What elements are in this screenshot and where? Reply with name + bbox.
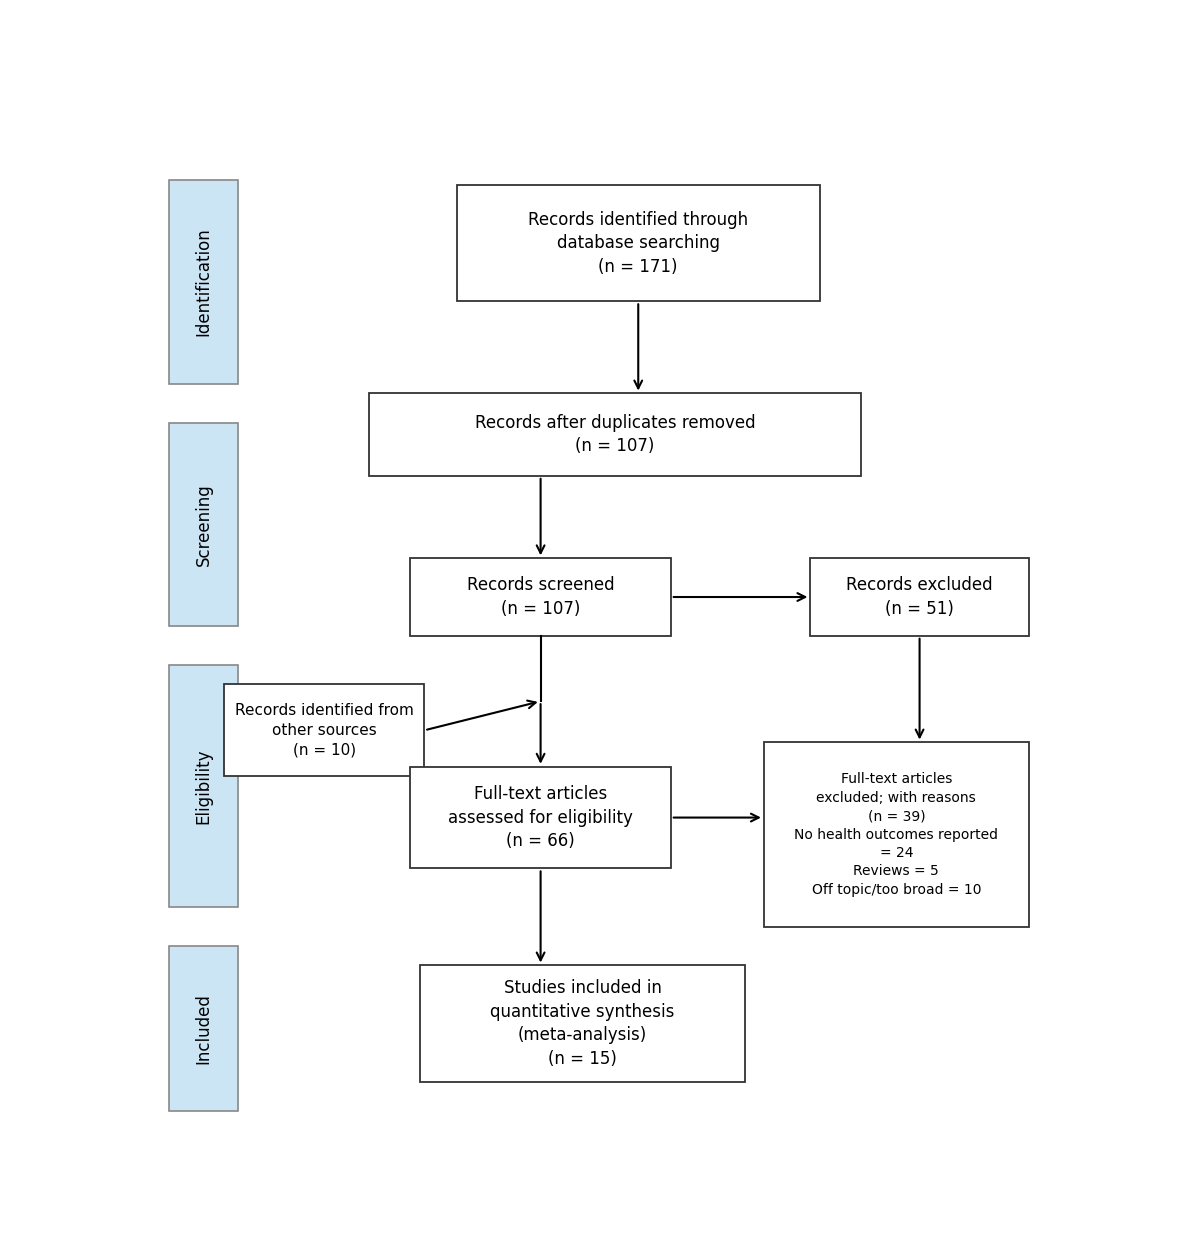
- Text: Records after duplicates removed
(n = 107): Records after duplicates removed (n = 10…: [475, 414, 755, 456]
- Bar: [764, 743, 1028, 927]
- Bar: [368, 393, 862, 476]
- Bar: [457, 185, 820, 301]
- Text: Eligibility: Eligibility: [194, 748, 212, 823]
- Bar: [810, 558, 1028, 636]
- Text: Records identified through
database searching
(n = 171): Records identified through database sear…: [528, 210, 749, 276]
- Text: Records excluded
(n = 51): Records excluded (n = 51): [846, 577, 992, 618]
- Text: Records identified from
other sources
(n = 10): Records identified from other sources (n…: [235, 703, 414, 758]
- Bar: [168, 665, 239, 908]
- Text: Records screened
(n = 107): Records screened (n = 107): [467, 577, 614, 618]
- Bar: [168, 180, 239, 384]
- Text: Full-text articles
excluded; with reasons
(n = 39)
No health outcomes reported
=: Full-text articles excluded; with reason…: [794, 772, 998, 896]
- Bar: [420, 966, 745, 1081]
- Text: Screening: Screening: [194, 483, 212, 565]
- Bar: [168, 423, 239, 626]
- Bar: [410, 558, 671, 636]
- Bar: [168, 946, 239, 1110]
- Text: Included: Included: [194, 993, 212, 1064]
- Bar: [410, 767, 671, 869]
- Text: Full-text articles
assessed for eligibility
(n = 66): Full-text articles assessed for eligibil…: [448, 784, 634, 850]
- Text: Studies included in
quantitative synthesis
(meta-analysis)
(n = 15): Studies included in quantitative synthes…: [491, 980, 674, 1068]
- Bar: [224, 685, 425, 777]
- Text: Identification: Identification: [194, 228, 212, 336]
